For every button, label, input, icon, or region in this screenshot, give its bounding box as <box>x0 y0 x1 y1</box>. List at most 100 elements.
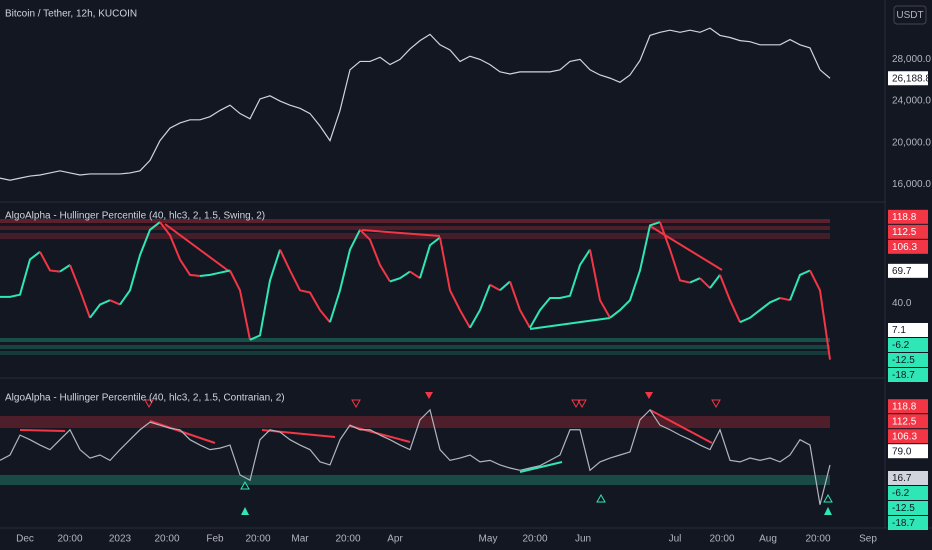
price-label-box <box>888 71 928 86</box>
oscillator-line <box>709 274 721 289</box>
currency-box[interactable] <box>893 5 927 25</box>
price-label-box <box>888 516 928 530</box>
divergence <box>649 225 723 271</box>
oscillator-line <box>199 269 231 277</box>
price-label: -12.5 <box>892 503 915 514</box>
x-tick-label: 20:00 <box>709 534 734 545</box>
price-label: 112.5 <box>892 227 917 238</box>
oscillator-line <box>809 270 831 360</box>
price-label: -6.2 <box>892 488 910 499</box>
price-label-box <box>888 471 928 485</box>
price-label: -12.5 <box>892 355 915 366</box>
oscillator-line <box>249 249 281 341</box>
price-label: -6.2 <box>892 340 910 351</box>
x-tick-label: Mar <box>291 534 309 545</box>
oscillator-line <box>159 221 201 277</box>
oscillator-line <box>329 229 361 323</box>
oscillator-line <box>0 251 41 298</box>
price-label-box <box>888 414 928 429</box>
divergence <box>519 461 563 473</box>
price-label-box <box>888 224 928 239</box>
oscillator-line <box>529 249 591 329</box>
price-label-box <box>888 323 928 337</box>
band <box>0 338 830 342</box>
x-tick-label: 20:00 <box>245 534 270 545</box>
price-label-box <box>888 368 928 382</box>
oscillator-line <box>699 277 711 289</box>
oscillator-line <box>229 270 251 340</box>
price-label: -18.7 <box>892 518 915 529</box>
y-tick-label: 24,000.0 <box>892 96 931 107</box>
oscillator-line <box>109 299 121 306</box>
x-tick-label: Jun <box>575 534 591 545</box>
oscillator-line <box>409 270 421 280</box>
oscillator-line <box>469 284 491 329</box>
band <box>0 219 830 223</box>
oscillator-line <box>589 249 611 319</box>
oscillator-line <box>119 221 161 306</box>
band <box>0 475 830 485</box>
x-tick-label: 20:00 <box>335 534 360 545</box>
y-tick-label: 20,000.0 <box>892 137 931 148</box>
price-label-box <box>888 429 928 444</box>
x-tick-label: Aug <box>759 534 777 545</box>
indicator-title: AlgoAlpha - Hullinger Percentile (40, hl… <box>5 211 265 222</box>
signal-markers <box>144 392 833 515</box>
divergence <box>361 229 441 237</box>
oscillator-line <box>689 277 701 284</box>
y-tick-label: 16,000.0 <box>892 179 931 190</box>
divergence <box>19 429 66 432</box>
price-label: 118.8 <box>892 212 917 223</box>
series-line <box>0 408 831 505</box>
oscillator-line <box>69 264 91 319</box>
price-label: 69.7 <box>892 266 912 277</box>
oscillator-line <box>419 236 441 279</box>
x-tick-label: 2023 <box>109 534 132 545</box>
currency[interactable]: USDT <box>896 10 923 21</box>
x-tick-label: 20:00 <box>805 534 830 545</box>
price-label: 112.5 <box>892 416 917 427</box>
oscillator-line <box>609 221 661 319</box>
oscillator-line <box>439 237 471 329</box>
divergence <box>529 317 611 330</box>
price-label: 106.3 <box>892 431 917 442</box>
indicator-title: AlgoAlpha - Hullinger Percentile (40, hl… <box>5 393 285 404</box>
x-tick-label: May <box>479 534 498 545</box>
oscillator-line <box>39 251 61 273</box>
price-label-box <box>888 444 928 459</box>
series-line <box>0 27 831 181</box>
price-label: 106.3 <box>892 242 917 253</box>
buy-signal <box>240 480 833 503</box>
x-tick-label: Apr <box>387 534 403 545</box>
oscillator-line <box>779 297 791 302</box>
sell-signal <box>144 399 721 409</box>
divergence <box>164 223 231 273</box>
price-label: 26,188.8 <box>892 73 931 84</box>
oscillator-line <box>509 281 531 329</box>
chart-title: Bitcoin / Tether, 12h, KUCOIN <box>5 9 137 20</box>
oscillator-line <box>739 297 781 324</box>
band <box>0 416 830 428</box>
x-tick-label: Jul <box>669 534 682 545</box>
price-label-box <box>888 263 928 278</box>
x-tick-label: Sep <box>859 534 877 545</box>
x-tick-label: Dec <box>16 534 34 545</box>
price-label-box <box>888 353 928 367</box>
oscillator-line <box>659 221 691 284</box>
x-tick-label: Feb <box>206 534 224 545</box>
band <box>0 233 830 239</box>
oscillator-line <box>789 269 811 301</box>
price-label-box <box>888 338 928 352</box>
y-tick-label: 28,000.0 <box>892 54 931 65</box>
band-decor <box>0 219 830 485</box>
price-label-box <box>888 501 928 515</box>
divergence <box>649 409 713 444</box>
price-label: 79.0 <box>892 446 912 457</box>
band <box>0 226 830 230</box>
price-label-box <box>888 209 928 224</box>
price-label: 118.8 <box>892 401 917 412</box>
divergence <box>349 425 411 443</box>
